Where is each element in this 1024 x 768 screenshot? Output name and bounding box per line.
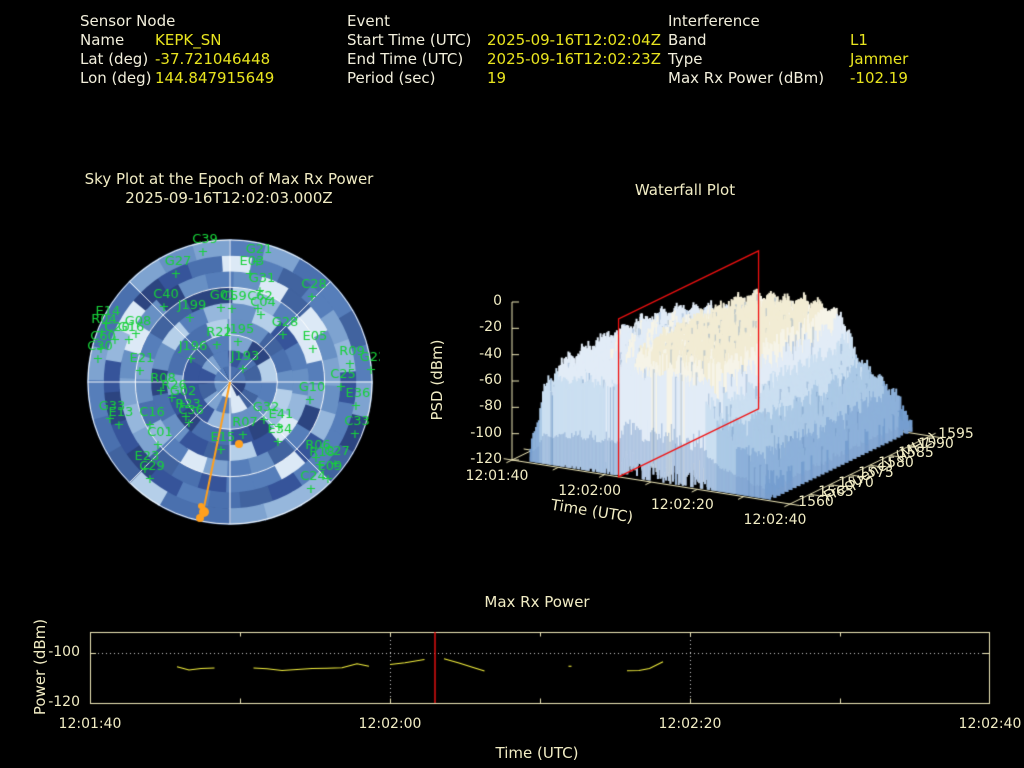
psd-tick-label: -100 bbox=[470, 424, 502, 441]
interference-panel: Interference Band L1 Type Jammer Max Rx … bbox=[668, 12, 908, 88]
frequency-tick-label: 1570 bbox=[838, 474, 874, 491]
interference-type-label: Type bbox=[668, 50, 703, 68]
power-tick-label: -120 bbox=[48, 694, 80, 710]
event-end-row: End Time (UTC) 2025-09-16T12:02:23Z bbox=[347, 50, 661, 69]
time-tick-label: 12:02:20 bbox=[658, 716, 722, 732]
sky-plot-canvas bbox=[80, 230, 380, 530]
interference-band-row: Band L1 bbox=[668, 31, 908, 50]
sensor-lon-row: Lon (deg) 144.847915649 bbox=[80, 69, 274, 88]
psd-tick-label: -60 bbox=[479, 372, 502, 388]
interference-power-label: Max Rx Power (dBm) bbox=[668, 69, 825, 87]
interference-band-value: L1 bbox=[850, 31, 868, 49]
psd-tick-label: 0 bbox=[493, 293, 502, 309]
time-tick-label: 12:01:40 bbox=[58, 716, 122, 732]
sky-plot-title-line1: Sky Plot at the Epoch of Max Rx Power bbox=[84, 170, 374, 188]
interference-panel-title: Interference bbox=[668, 12, 760, 30]
psd-tick-label: -80 bbox=[479, 398, 502, 415]
sky-plot-title: Sky Plot at the Epoch of Max Rx Power 20… bbox=[58, 170, 400, 208]
psd-tick-label: -20 bbox=[479, 319, 502, 336]
sensor-name-row: Name KEPK_SN bbox=[80, 31, 274, 50]
sensor-name-value: KEPK_SN bbox=[155, 31, 222, 49]
event-end-label: End Time (UTC) bbox=[347, 50, 464, 68]
event-start-label: Start Time (UTC) bbox=[347, 31, 472, 49]
waterfall-canvas bbox=[430, 160, 1024, 570]
psd-axis-label: PSD (dBm) bbox=[428, 339, 446, 421]
event-start-row: Start Time (UTC) 2025-09-16T12:02:04Z bbox=[347, 31, 661, 50]
time-axis-label: Time (UTC) bbox=[495, 744, 579, 762]
waterfall-time-tick-label: 12:02:20 bbox=[650, 497, 714, 514]
sensor-node-panel-title: Sensor Node bbox=[80, 12, 176, 30]
frequency-tick-label: 1565 bbox=[818, 484, 854, 501]
psd-tick-label: -40 bbox=[479, 345, 502, 362]
interference-power-value: -102.19 bbox=[850, 69, 908, 87]
max-rx-power-title: Max Rx Power bbox=[484, 593, 590, 611]
max-rx-power-canvas bbox=[70, 615, 1024, 720]
waterfall-time-tick-label: 12:02:00 bbox=[558, 482, 622, 499]
sensor-lat-row: Lat (deg) -37.721046448 bbox=[80, 50, 274, 69]
sensor-name-label: Name bbox=[80, 31, 125, 49]
time-tick-label: 12:02:00 bbox=[358, 716, 422, 732]
interference-type-value: Jammer bbox=[850, 50, 909, 68]
frequency-tick-label: 1580 bbox=[878, 455, 914, 472]
frequency-tick-label: 1585 bbox=[898, 445, 934, 462]
sky-plot-title-line2: 2025-09-16T12:02:03.000Z bbox=[125, 189, 333, 207]
event-panel-title: Event bbox=[347, 12, 390, 30]
event-period-value: 19 bbox=[487, 69, 507, 87]
frequency-tick-label: 1595 bbox=[938, 426, 974, 442]
sensor-lon-value: 144.847915649 bbox=[155, 69, 275, 87]
waterfall-time-tick-label: 12:02:40 bbox=[743, 512, 807, 528]
waterfall-time-tick-label: 12:01:40 bbox=[465, 468, 529, 484]
psd-tick-label: -120 bbox=[470, 451, 502, 467]
event-period-row: Period (sec) 19 bbox=[347, 69, 661, 88]
interference-power-row: Max Rx Power (dBm) -102.19 bbox=[668, 69, 908, 88]
event-panel: Event Start Time (UTC) 2025-09-16T12:02:… bbox=[347, 12, 661, 88]
event-start-value: 2025-09-16T12:02:04Z bbox=[487, 31, 661, 49]
event-end-value: 2025-09-16T12:02:23Z bbox=[487, 50, 661, 68]
interference-type-row: Type Jammer bbox=[668, 50, 908, 69]
frequency-tick-label: 1560 bbox=[798, 494, 834, 510]
interference-band-label: Band bbox=[668, 31, 707, 49]
frequency-tick-label: 1575 bbox=[858, 464, 894, 481]
sensor-node-panel: Sensor Node Name KEPK_SN Lat (deg) -37.7… bbox=[80, 12, 274, 88]
sensor-lat-label: Lat (deg) bbox=[80, 50, 149, 68]
power-tick-label: -100 bbox=[48, 644, 80, 660]
time-tick-label: 12:02:40 bbox=[958, 716, 1022, 732]
frequency-tick-label: 1590 bbox=[918, 435, 954, 452]
event-period-label: Period (sec) bbox=[347, 69, 436, 87]
sensor-lat-value: -37.721046448 bbox=[155, 50, 271, 68]
sensor-lon-label: Lon (deg) bbox=[80, 69, 152, 87]
